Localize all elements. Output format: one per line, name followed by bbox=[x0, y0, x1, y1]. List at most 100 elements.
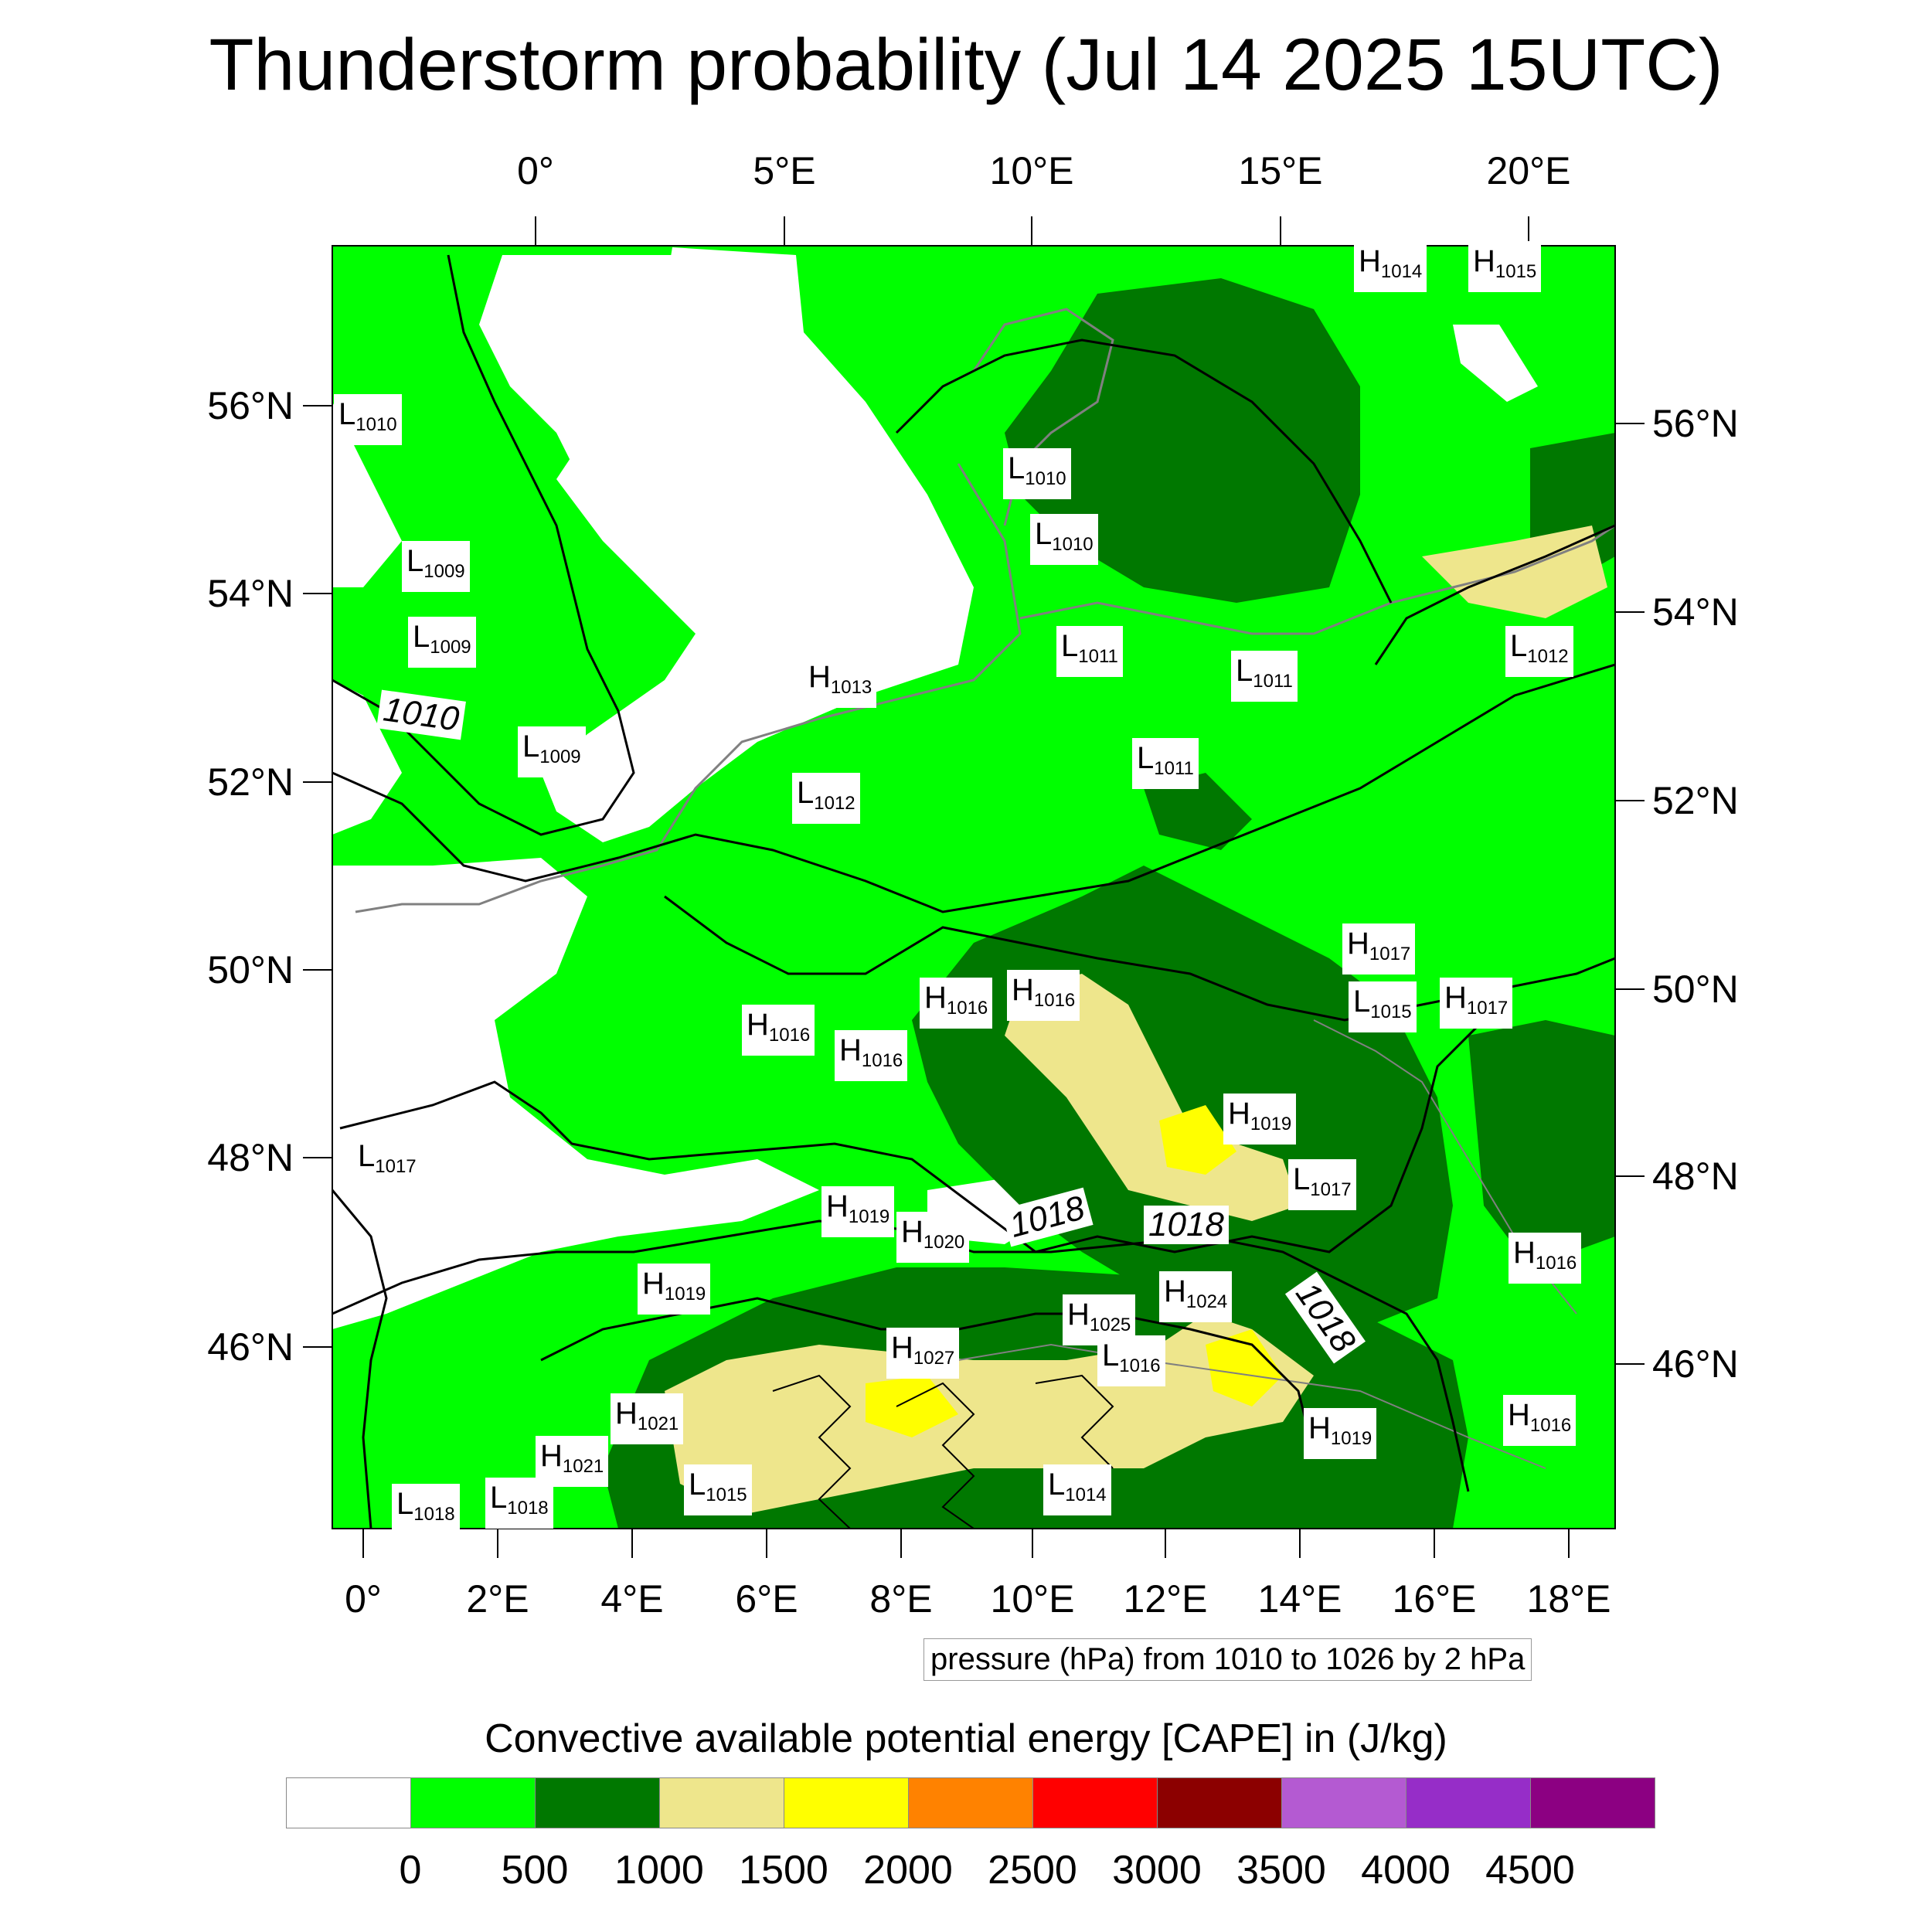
colorbar-tick-label: 3000 bbox=[1112, 1848, 1202, 1893]
pressure-center-low: L1010 bbox=[334, 394, 402, 445]
colorbar bbox=[286, 1777, 1655, 1828]
right-tick-label: 50°N bbox=[1652, 968, 1739, 1011]
isobar-label: 1018 bbox=[1144, 1206, 1229, 1244]
isobar-1016 bbox=[339, 1019, 1485, 1253]
pressure-center-high: H1016 bbox=[1503, 1395, 1577, 1446]
pressure-center-high: H1019 bbox=[1223, 1094, 1297, 1145]
bottom-tick-label: 0° bbox=[345, 1577, 382, 1621]
cape-500-1000-east bbox=[1468, 1020, 1615, 1267]
pressure-center-low: L1018 bbox=[392, 1484, 460, 1535]
cape-zero-region-channel bbox=[332, 858, 819, 1329]
coastline-gray bbox=[355, 463, 1022, 913]
pressure-center-high: H1016 bbox=[920, 978, 993, 1029]
colorbar-swatch bbox=[1032, 1778, 1157, 1828]
chart-title: Thunderstorm probability (Jul 14 2025 15… bbox=[209, 24, 1723, 106]
isobar-baltic bbox=[1374, 524, 1615, 665]
colorbar-swatch bbox=[1406, 1778, 1530, 1828]
pressure-center-low: L1011 bbox=[1056, 626, 1123, 677]
isobar-west bbox=[332, 1189, 388, 1529]
top-tick-label: 10°E bbox=[989, 149, 1074, 192]
cape-1500-2000-bavaria bbox=[1159, 1105, 1236, 1175]
left-tick-label: 56°N bbox=[207, 384, 294, 427]
isobar-alps-tight bbox=[772, 1374, 1114, 1529]
pressure-center-low: L1009 bbox=[518, 726, 586, 777]
pressure-center-high: H1017 bbox=[1440, 978, 1513, 1029]
pressure-center-high: H1013 bbox=[804, 657, 877, 708]
right-tick-label: 54°N bbox=[1652, 590, 1739, 634]
pressure-center-low: L1010 bbox=[1003, 448, 1071, 499]
pressure-center-high: H1016 bbox=[742, 1005, 815, 1056]
pressure-center-high: H1016 bbox=[1509, 1233, 1582, 1284]
pressure-center-low: L1009 bbox=[402, 541, 470, 592]
colorbar-tick-label: 4000 bbox=[1361, 1848, 1451, 1893]
pressure-center-low: L1017 bbox=[1288, 1159, 1356, 1210]
cape-zero-region-baltic bbox=[1453, 325, 1538, 402]
bottom-tick-label: 10°E bbox=[990, 1577, 1075, 1621]
right-tick-label: 56°N bbox=[1652, 402, 1739, 445]
cape-500-1000-poland bbox=[1144, 773, 1252, 850]
colorbar-swatch bbox=[784, 1778, 908, 1828]
bottom-tick-label: 4°E bbox=[600, 1577, 664, 1621]
coastline-gray-3 bbox=[1019, 524, 1615, 635]
pressure-center-low: L1011 bbox=[1132, 738, 1199, 789]
bottom-tick-label: 6°E bbox=[735, 1577, 798, 1621]
bottom-tick-label: 16°E bbox=[1392, 1577, 1477, 1621]
pressure-center-low: L1018 bbox=[485, 1478, 553, 1529]
bottom-tick-label: 2°E bbox=[466, 1577, 529, 1621]
top-tick-label: 15°E bbox=[1238, 149, 1323, 192]
bottom-tick-label: 12°E bbox=[1123, 1577, 1208, 1621]
pressure-center-high: H1027 bbox=[886, 1328, 960, 1379]
right-tick-label: 46°N bbox=[1652, 1342, 1739, 1386]
pressure-center-low: L1010 bbox=[1030, 514, 1098, 565]
pressure-center-high: H1015 bbox=[1468, 241, 1542, 292]
colorbar-tick-label: 1000 bbox=[614, 1848, 704, 1893]
pressure-center-high: H1016 bbox=[1007, 970, 1080, 1021]
border-gray bbox=[957, 1343, 1546, 1469]
pressure-center-high: H1019 bbox=[821, 1186, 895, 1237]
top-tick-label: 20°E bbox=[1486, 149, 1571, 192]
colorbar-swatch bbox=[1530, 1778, 1655, 1828]
pressure-center-low: L1014 bbox=[1043, 1464, 1111, 1515]
colorbar-tick-label: 2000 bbox=[863, 1848, 953, 1893]
isobar-1012 bbox=[332, 663, 1615, 913]
colorbar-swatch bbox=[1157, 1778, 1281, 1828]
colorbar-swatch bbox=[1281, 1778, 1406, 1828]
pressure-center-high: H1021 bbox=[611, 1393, 684, 1444]
pressure-center-high: H1020 bbox=[896, 1212, 970, 1263]
colorbar-title: Convective available potential energy [C… bbox=[485, 1716, 1447, 1761]
cape-1500-2000-alps-2 bbox=[866, 1376, 958, 1437]
colorbar-swatch bbox=[287, 1778, 410, 1828]
bottom-tick-label: 8°E bbox=[869, 1577, 933, 1621]
bottom-tick-label: 18°E bbox=[1526, 1577, 1611, 1621]
pressure-center-high: H1016 bbox=[835, 1030, 908, 1081]
pressure-center-high: H1021 bbox=[536, 1436, 609, 1487]
isobar-1010 bbox=[332, 254, 635, 836]
right-tick-label: 52°N bbox=[1652, 779, 1739, 822]
left-tick-label: 52°N bbox=[207, 760, 294, 804]
left-tick-label: 46°N bbox=[207, 1325, 294, 1369]
pressure-center-low: L1015 bbox=[684, 1464, 752, 1515]
colorbar-swatch bbox=[659, 1778, 784, 1828]
pressure-center-high: H1024 bbox=[1159, 1271, 1233, 1322]
colorbar-tick-label: 2500 bbox=[988, 1848, 1077, 1893]
pressure-center-low: L1012 bbox=[792, 773, 860, 824]
right-tick-label: 48°N bbox=[1652, 1155, 1739, 1198]
isobar-1012-north bbox=[895, 338, 1393, 604]
colorbar-swatch bbox=[908, 1778, 1032, 1828]
colorbar-tick-label: 0 bbox=[399, 1848, 422, 1893]
top-tick-label: 5°E bbox=[753, 149, 816, 192]
pressure-center-low: L1009 bbox=[408, 617, 476, 668]
colorbar-tick-label: 4500 bbox=[1485, 1848, 1575, 1893]
left-tick-label: 50°N bbox=[207, 948, 294, 992]
pressure-center-high: H1017 bbox=[1342, 923, 1416, 975]
pressure-center-high: H1014 bbox=[1354, 241, 1427, 292]
isobar-1018 bbox=[332, 1219, 1470, 1492]
pressure-contour-note: pressure (hPa) from 1010 to 1026 by 2 hP… bbox=[923, 1638, 1532, 1681]
colorbar-swatch bbox=[535, 1778, 659, 1828]
pressure-center-high: H1019 bbox=[638, 1264, 711, 1315]
pressure-center-low: L1012 bbox=[1505, 626, 1573, 677]
map-frame bbox=[332, 245, 1616, 1529]
cape-1500-2000-alps bbox=[1206, 1329, 1283, 1406]
pressure-center-low: L1016 bbox=[1097, 1335, 1165, 1386]
